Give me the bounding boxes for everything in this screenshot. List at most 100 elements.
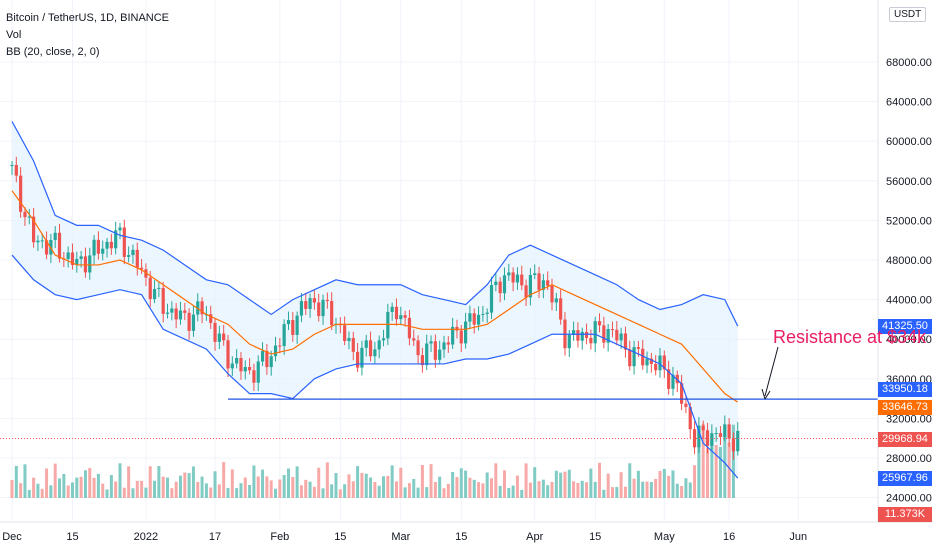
volume-bar	[321, 488, 325, 498]
candle-body	[377, 340, 381, 350]
volume-bar	[45, 468, 49, 498]
candle-body	[19, 175, 23, 212]
volume-bar	[226, 487, 230, 498]
bollinger-indicator-label[interactable]: BB (20, close, 2, 0)	[6, 46, 100, 58]
volume-bar	[196, 481, 200, 498]
volume-bar	[438, 476, 442, 498]
volume-bar	[693, 465, 697, 498]
candle-body	[122, 227, 126, 257]
candle-body	[92, 239, 96, 256]
volume-bar	[75, 477, 79, 498]
volume-bar	[49, 485, 53, 498]
candle-body	[269, 356, 273, 368]
volume-bar	[325, 462, 329, 498]
volume-bar	[658, 470, 662, 498]
volume-bar	[230, 469, 234, 498]
price-tag: 29968.94	[878, 431, 932, 447]
volume-bar	[563, 471, 567, 498]
volume-bar	[170, 488, 174, 498]
volume-bar	[416, 487, 420, 498]
volume-bar	[83, 470, 87, 498]
volume-bar	[369, 477, 373, 498]
candle-body	[260, 351, 265, 362]
candle-body	[101, 248, 105, 254]
volume-bar	[148, 466, 152, 498]
candle-body	[36, 240, 40, 243]
volume-bar	[338, 489, 342, 498]
volume-bar	[654, 478, 658, 498]
volume-bar	[710, 437, 714, 498]
candle-body	[368, 340, 373, 357]
symbol-title[interactable]: Bitcoin / TetherUS, 1D, BINANCE	[6, 12, 170, 24]
volume-bar	[274, 488, 278, 498]
volume-bar	[144, 487, 148, 498]
candle-body	[403, 315, 407, 318]
volume-bar	[101, 483, 105, 498]
candle-body	[455, 326, 459, 331]
volume-bar	[546, 485, 550, 498]
candle-body	[714, 433, 718, 435]
volume-bar	[511, 485, 515, 498]
volume-bar	[191, 466, 195, 498]
price-tick-label: 56000.00	[886, 176, 932, 188]
candle-body	[44, 240, 49, 255]
candle-body	[27, 216, 31, 218]
candle-body	[701, 425, 705, 431]
candle-body	[390, 306, 394, 312]
volume-bar	[619, 472, 623, 498]
volume-bar	[403, 487, 407, 498]
volume-bar	[92, 477, 96, 498]
currency-selector[interactable]: USDT	[889, 7, 927, 22]
volume-bar	[222, 462, 226, 498]
candle-body	[308, 298, 312, 309]
candle-body	[88, 255, 92, 273]
candle-body	[502, 275, 507, 294]
volume-bar	[105, 489, 109, 498]
volume-bar	[178, 475, 182, 498]
candle-body	[226, 340, 230, 369]
candle-body	[420, 355, 424, 366]
candle-body	[459, 330, 463, 344]
candle-body	[325, 299, 329, 302]
volume-bar	[295, 466, 299, 498]
volume-bar	[10, 480, 14, 498]
candle-body	[723, 424, 727, 438]
candle-body	[209, 314, 213, 323]
volume-bar	[248, 484, 252, 498]
volume-bar	[282, 475, 286, 498]
volume-bar	[291, 476, 295, 498]
volume-bar	[468, 477, 472, 498]
volume-bar	[598, 462, 602, 498]
volume-bar	[610, 487, 614, 498]
candle-body	[235, 357, 239, 364]
volume-bar	[537, 481, 541, 498]
volume-indicator-label[interactable]: Vol	[6, 29, 22, 41]
volume-bar	[265, 476, 269, 498]
volume-bar	[109, 475, 113, 498]
volume-bar	[455, 476, 459, 498]
annotation-arrow-head	[761, 388, 771, 400]
volume-bar	[688, 482, 692, 498]
volume-bar	[386, 475, 390, 498]
volume-bar	[23, 464, 27, 498]
volume-bar	[701, 423, 705, 498]
resistance-annotation[interactable]: Resistance at $34k	[773, 327, 927, 347]
volume-bar	[680, 486, 684, 498]
candle-body	[610, 329, 615, 331]
volume-bar	[131, 488, 135, 498]
volume-bar	[243, 477, 247, 498]
volume-bar	[494, 463, 498, 498]
candle-body	[511, 272, 515, 283]
candle-body	[524, 285, 528, 298]
candle-body	[580, 331, 584, 341]
candle-body	[114, 230, 118, 249]
volume-bar	[200, 476, 204, 498]
volume-bar	[662, 468, 666, 498]
candle-body	[351, 337, 355, 352]
price-tick-label: 68000.00	[886, 57, 932, 69]
candle-body	[53, 232, 57, 240]
volume-bar	[420, 464, 424, 498]
volume-bar	[347, 474, 351, 498]
volume-bar	[114, 481, 118, 498]
